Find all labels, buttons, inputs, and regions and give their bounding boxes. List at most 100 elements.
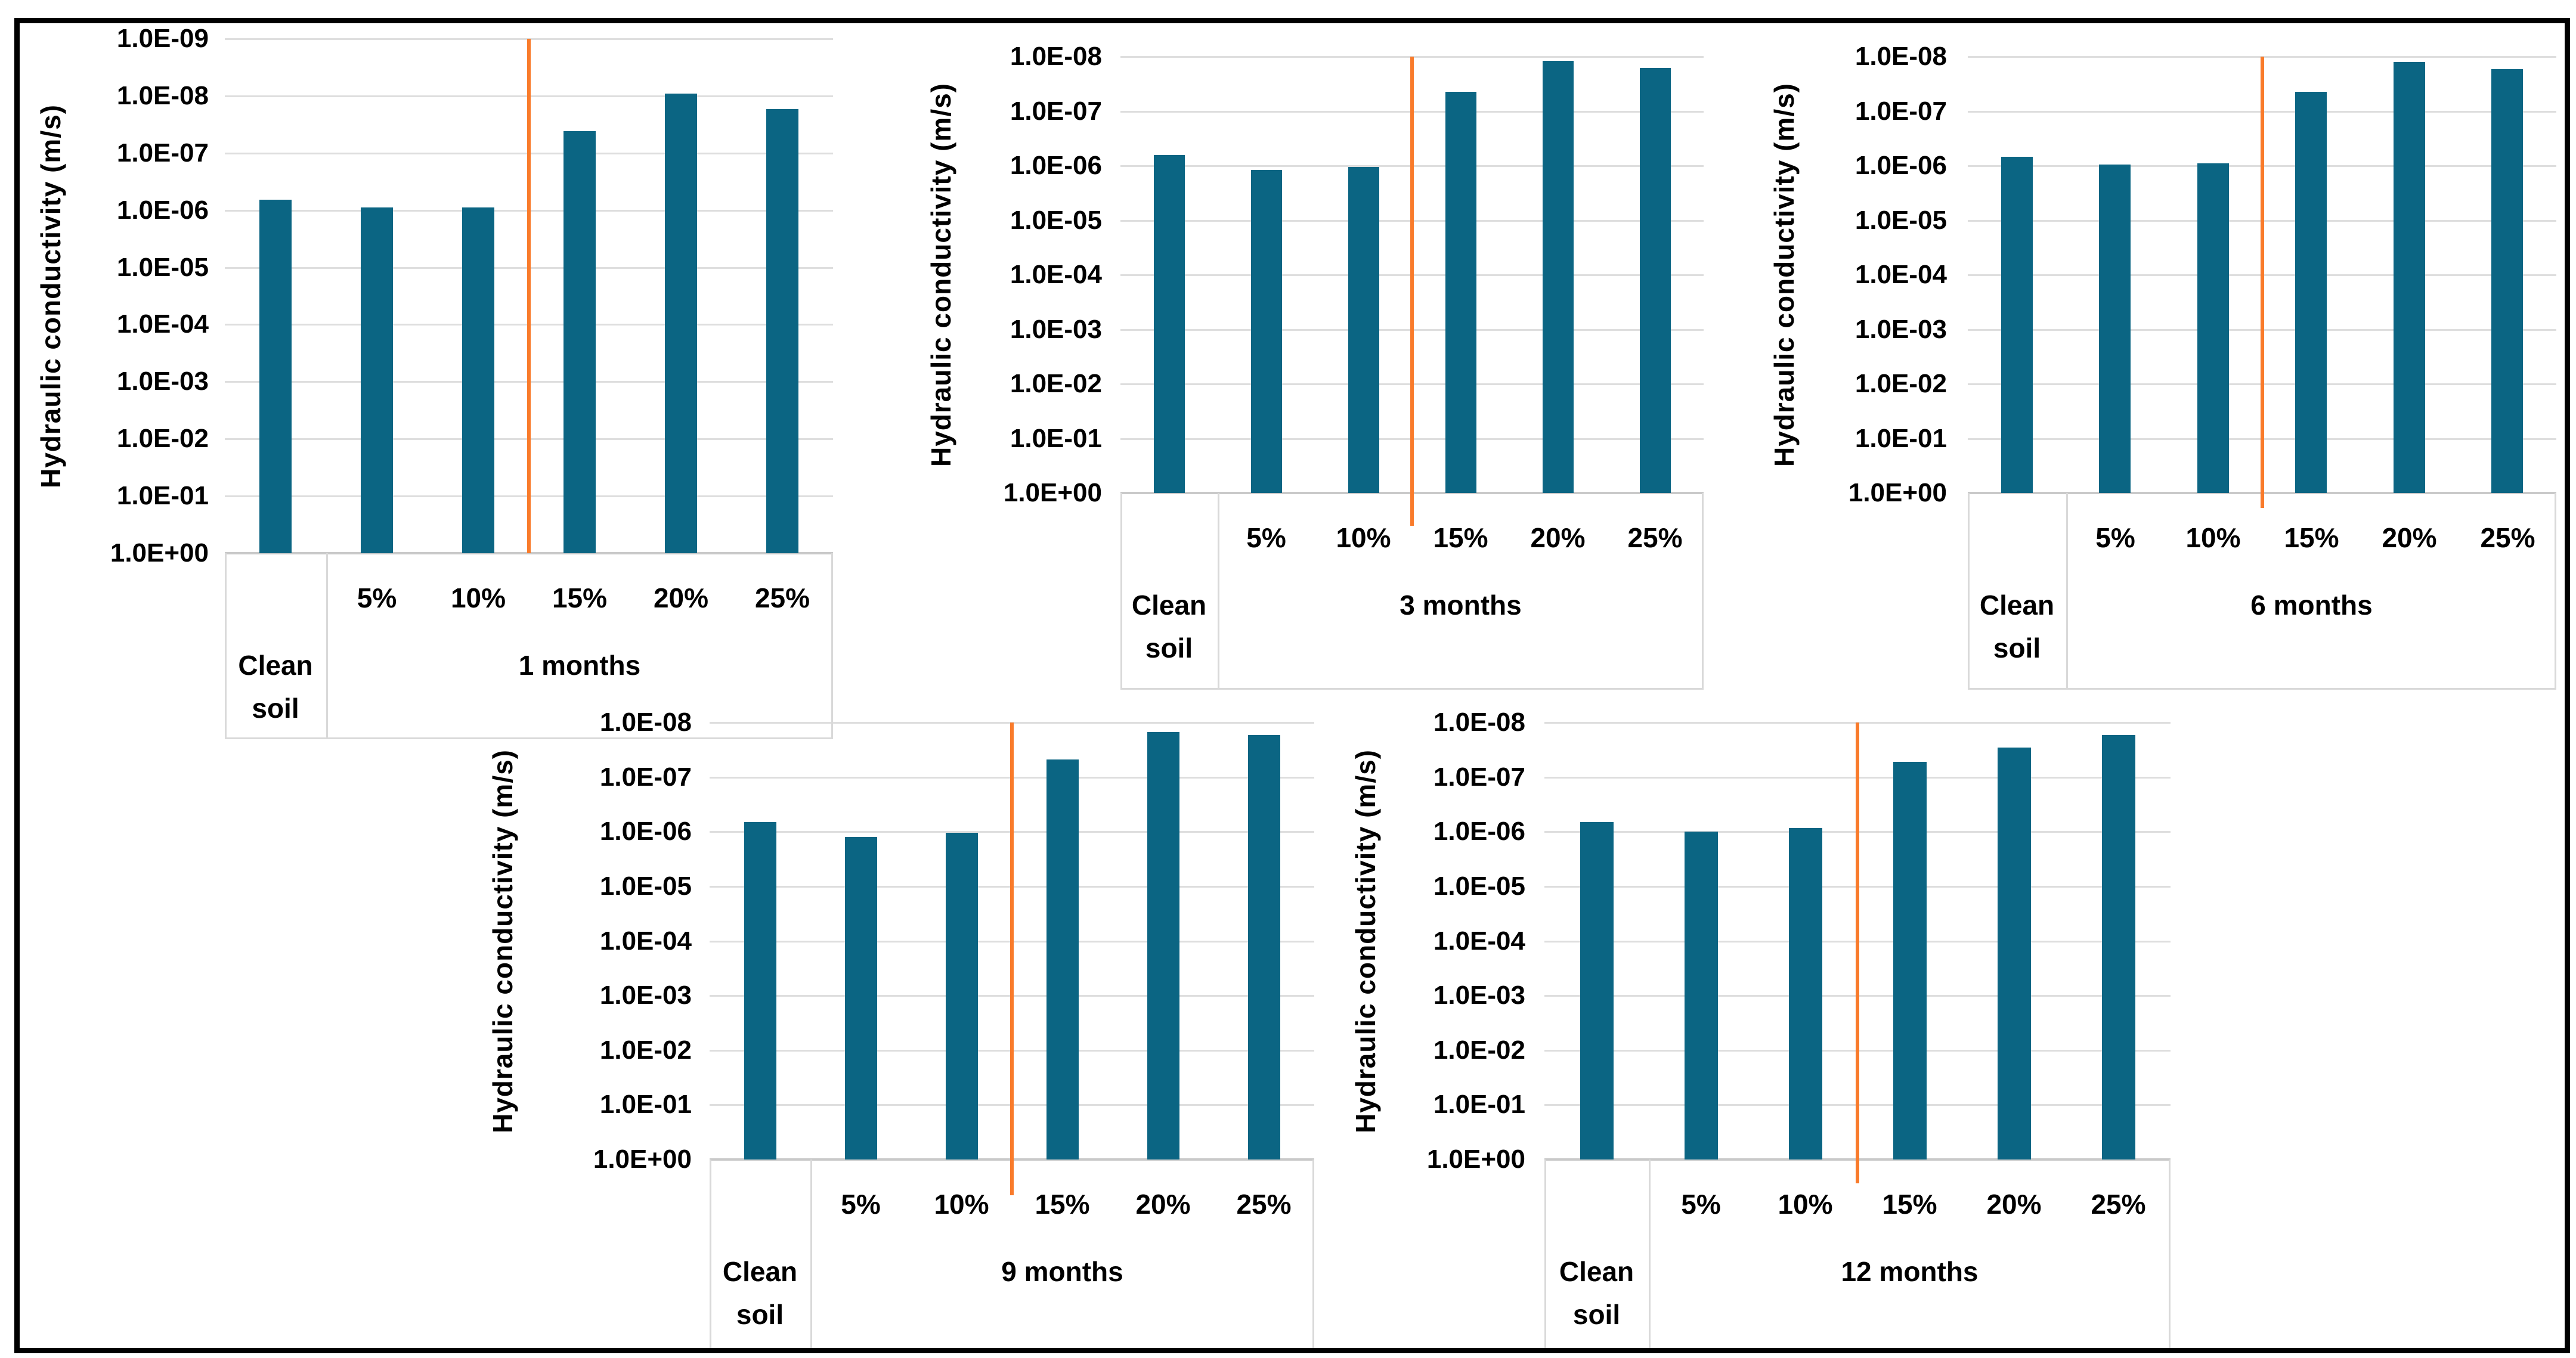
y-tick-label: 1.0E-02: [1854, 369, 1947, 398]
bar-5: [2099, 165, 2131, 493]
y-tick-label: 1.0E-07: [116, 138, 209, 168]
y-tick-label: 1.0E-05: [599, 872, 692, 901]
x-category-label: 10%: [1336, 522, 1391, 553]
table-border-bottom: [710, 1348, 1314, 1350]
threshold-divider-line: [527, 39, 531, 553]
bar-10: [946, 833, 978, 1159]
x-category-label: 10%: [934, 1189, 989, 1220]
x-category-label: 15%: [1433, 522, 1488, 553]
table-border-left: [225, 553, 227, 739]
bar-Cleansoil: [744, 822, 776, 1159]
y-tick-label: 1.0E-03: [1433, 981, 1525, 1010]
table-border-right: [2555, 493, 2556, 690]
group-label-months: 9 months: [1001, 1256, 1123, 1287]
bar-5: [361, 207, 393, 553]
y-tick-label: 1.0E-01: [1010, 424, 1102, 453]
y-tick-label: 1.0E-02: [1010, 369, 1102, 398]
table-border-right: [831, 553, 833, 739]
bar-20: [1543, 61, 1574, 493]
y-tick-label: 1.0E-06: [116, 196, 209, 225]
table-border-divider: [1218, 493, 1219, 690]
bar-Cleansoil: [259, 200, 292, 553]
bar-Cleansoil: [1580, 822, 1614, 1159]
table-border-left: [710, 1159, 711, 1350]
bar-25: [1248, 735, 1280, 1159]
y-tick-label: 1.0E-03: [1010, 315, 1102, 344]
y-tick-label: 1.0E-01: [599, 1090, 692, 1119]
y-tick-label: 1.0E-08: [116, 81, 209, 110]
table-border-right: [1702, 493, 1704, 690]
table-border-divider: [810, 1159, 812, 1350]
bar-10: [2197, 163, 2229, 493]
table-border-right: [2169, 1159, 2171, 1350]
bar-15: [1046, 759, 1079, 1159]
table-border-divider: [2066, 493, 2068, 690]
bar-25: [2102, 735, 2135, 1159]
y-tick-label: 1.0E-02: [599, 1035, 692, 1065]
bar-Cleansoil: [2001, 157, 2033, 493]
group-label-months: 12 months: [1841, 1256, 1979, 1287]
y-tick-label: 1.0E-05: [116, 253, 209, 282]
y-tick-label: 1.0E-03: [599, 981, 692, 1010]
table-border-divider: [326, 553, 328, 739]
y-tick-label: 1.0E-04: [1010, 260, 1102, 289]
y-tick-label: 1.0E-03: [116, 367, 209, 396]
table-border-left: [1544, 1159, 1546, 1350]
x-axis-line: [225, 552, 833, 554]
y-tick-label: 1.0E-04: [116, 309, 209, 339]
y-tick-label: 1.0E-06: [1010, 151, 1102, 180]
x-category-label: 25%: [1236, 1189, 1292, 1220]
table-border-left: [1120, 493, 1122, 690]
bar-Cleansoil: [1154, 155, 1185, 493]
x-category-label: 10%: [2185, 522, 2241, 553]
y-tick-label: 1.0E-02: [116, 424, 209, 453]
x-category-label: 25%: [2091, 1189, 2146, 1220]
x-category-label: 10%: [1778, 1189, 1833, 1220]
bar-20: [1998, 748, 2031, 1159]
y-tick-label: 1.0E-04: [1854, 260, 1947, 289]
table-border-bottom: [1968, 688, 2556, 690]
bar-10: [1789, 828, 1822, 1159]
y-tick-label: 1.0E-06: [599, 817, 692, 846]
x-category-label: 20%: [2382, 522, 2437, 553]
bar-20: [1147, 732, 1179, 1159]
bar-20: [2394, 62, 2425, 493]
x-category-label: 20%: [653, 582, 709, 613]
threshold-divider-line: [1410, 57, 1414, 526]
bar-25: [1640, 68, 1671, 493]
y-tick-label: 1.0E-07: [1433, 762, 1525, 792]
bar-15: [1445, 92, 1476, 493]
y-tick-label: 1.0E+00: [1426, 1145, 1525, 1174]
y-tick-label: 1.0E-07: [1010, 97, 1102, 126]
x-category-label: 5%: [2095, 522, 2135, 553]
table-border-bottom: [1120, 688, 1704, 690]
x-category-label: 25%: [1627, 522, 1683, 553]
threshold-divider-line: [1010, 723, 1014, 1195]
x-category-label: 15%: [2284, 522, 2339, 553]
x-category-label: 5%: [841, 1189, 881, 1220]
y-tick-label: 1.0E-08: [599, 708, 692, 737]
y-tick-label: 1.0E-01: [1433, 1090, 1525, 1119]
threshold-divider-line: [2261, 57, 2264, 508]
bar-5: [845, 837, 877, 1159]
x-category-label: 15%: [1035, 1189, 1090, 1220]
y-tick-label: 1.0E+00: [1848, 478, 1947, 507]
x-category-label: 25%: [754, 582, 810, 613]
bar-15: [564, 131, 596, 553]
x-category-label: 10%: [450, 582, 506, 613]
table-border-bottom: [1544, 1348, 2171, 1350]
x-category-label: 15%: [552, 582, 608, 613]
x-category-label: 20%: [1986, 1189, 2042, 1220]
y-tick-label: 1.0E-04: [1433, 926, 1525, 956]
y-tick-label: 1.0E-05: [1433, 872, 1525, 901]
x-category-label: 20%: [1135, 1189, 1191, 1220]
y-tick-label: 1.0E-01: [116, 481, 209, 510]
group-label-clean-soil: Clean soil: [722, 1256, 798, 1330]
threshold-divider-line: [1856, 723, 1859, 1183]
table-border-right: [1312, 1159, 1314, 1350]
group-label-months: 3 months: [1400, 590, 1522, 621]
